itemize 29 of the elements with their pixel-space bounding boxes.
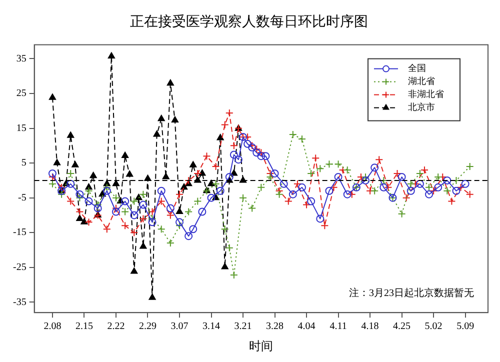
x-tick-label: 4.25 xyxy=(393,321,411,332)
x-tick-label: 4.18 xyxy=(361,321,379,332)
x-tick-label: 2.15 xyxy=(75,321,93,332)
y-tick-label: -15 xyxy=(12,227,26,238)
x-tick-label: 3.28 xyxy=(266,321,284,332)
x-tick-label: 2.29 xyxy=(139,321,156,332)
y-tick-label: 25 xyxy=(16,88,26,100)
y-tick-label: -25 xyxy=(12,262,26,274)
x-tick-label: 2.22 xyxy=(107,321,125,332)
x-tick-label: 4.11 xyxy=(330,321,347,332)
x-axis-title: 时间 xyxy=(249,338,274,353)
x-tick-label: 3.07 xyxy=(170,321,188,332)
legend-label: 北京市 xyxy=(408,102,435,112)
annotation: 注：3月23日起北京数据暂无 xyxy=(349,287,474,300)
y-tick-label: -5 xyxy=(18,192,26,204)
y-tick-label: 5 xyxy=(21,158,26,169)
x-tick-label: 3.21 xyxy=(234,321,252,332)
y-tick-label: 35 xyxy=(16,53,26,64)
x-tick-label: 3.14 xyxy=(202,321,220,332)
y-tick-label: 15 xyxy=(16,122,26,134)
x-tick-label: 2.08 xyxy=(44,321,62,332)
x-tick-label: 5.09 xyxy=(456,321,474,332)
legend-label: 非湖北省 xyxy=(408,89,444,100)
x-tick-label: 5.02 xyxy=(424,321,442,332)
chart-title: 正在接受医学观察人数每日环比时序图 xyxy=(130,14,368,30)
y-tick-label: -35 xyxy=(12,296,26,308)
legend-label: 湖北省 xyxy=(408,76,435,86)
x-tick-label: 4.04 xyxy=(298,321,316,332)
legend-label: 全国 xyxy=(408,63,426,74)
